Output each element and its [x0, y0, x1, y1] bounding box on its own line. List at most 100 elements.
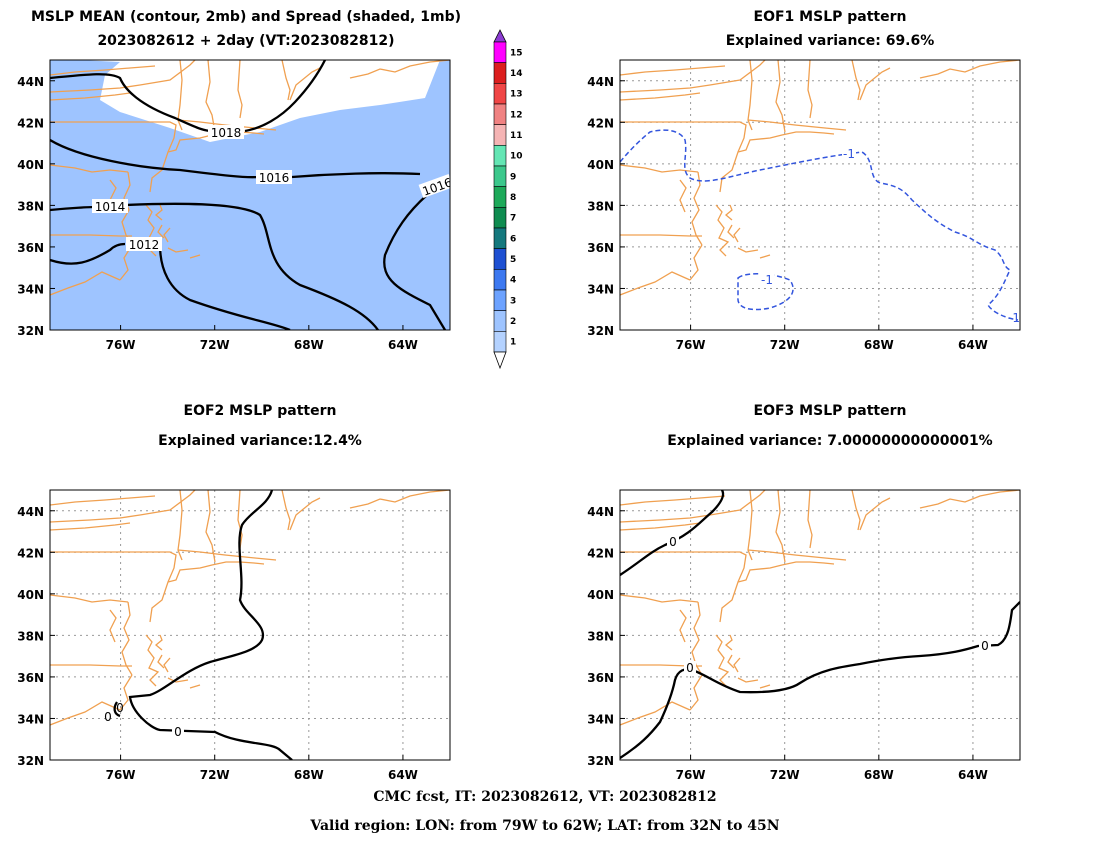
colorbar-label: 4 [510, 276, 516, 286]
panel4-subtitle: Explained variance: 7.00000000000001% [667, 433, 993, 449]
colorbar-swatch [493, 165, 507, 187]
lon-tick-label: 76W [676, 768, 706, 782]
lon-tick-label: 68W [864, 338, 894, 352]
contour-label: -1 [761, 273, 773, 287]
contour-label: -1 [1008, 311, 1020, 325]
lon-tick-label: 64W [388, 338, 418, 352]
colorbar-label: 5 [510, 255, 516, 265]
lon-tick-label: 64W [958, 338, 988, 352]
lat-tick-label: 42N [587, 546, 614, 560]
lat-tick-label: 44N [587, 75, 614, 89]
lat-tick-label: 44N [587, 505, 614, 519]
lon-tick-label: 68W [294, 768, 324, 782]
lat-tick-label: 32N [17, 754, 44, 768]
lon-tick-label: 76W [106, 338, 136, 352]
colorbar-swatch [493, 331, 507, 353]
contour-label: 0 [981, 639, 989, 653]
spread-shading [50, 60, 450, 330]
colorbar-label: 8 [510, 193, 516, 203]
colorbar-swatch [493, 62, 507, 84]
colorbar: 15 14 13 12 11 10 9 8 7 6 5 4 3 2 1 [493, 29, 523, 370]
eof3-contours [620, 490, 1020, 759]
lat-tick-label: 34N [587, 712, 614, 726]
lat-tick-label: 34N [587, 282, 614, 296]
lat-tick-label: 38N [17, 629, 44, 643]
colorbar-label: 12 [510, 110, 523, 120]
lon-tick-label: 68W [864, 768, 894, 782]
panel3-title: EOF2 MSLP pattern [183, 403, 337, 419]
lon-tick-label: 72W [200, 338, 230, 352]
panel3-subtitle: Explained variance:12.4% [158, 433, 362, 449]
colorbar-swatch [493, 83, 507, 105]
colorbar-swatch [493, 289, 507, 311]
colorbar-swatch [493, 145, 507, 167]
colorbar-label: 6 [510, 234, 516, 244]
panel2-map: -1 -1 -1 76W 72W 68W 64W 44N 42N 40N 38N 36N 34N… [587, 59, 1021, 352]
lat-tick-label: 34N [17, 282, 44, 296]
contour-label: -1 [843, 147, 855, 161]
lon-tick-label: 72W [770, 338, 800, 352]
colorbar-label: 15 [510, 48, 523, 58]
lon-tick-label: 64W [958, 768, 988, 782]
contour-label: 0 [104, 710, 112, 724]
panel1-subtitle: 2023082612 + 2day (VT:2023082812) [97, 33, 395, 49]
lat-tick-label: 34N [17, 712, 44, 726]
colorbar-label: 10 [510, 152, 523, 162]
lat-tick-label: 42N [587, 116, 614, 130]
contour-label: 1014 [95, 200, 126, 214]
lon-tick-label: 68W [294, 338, 324, 352]
contour-label: 0 [686, 661, 694, 675]
footer-line2: Valid region: LON: from 79W to 62W; LAT:… [310, 818, 780, 834]
contour-label: 1012 [129, 238, 160, 252]
lat-tick-label: 40N [587, 158, 614, 172]
panel2-title: EOF1 MSLP pattern [753, 9, 907, 25]
contour-label: 0 [669, 535, 677, 549]
lon-tick-label: 76W [106, 768, 136, 782]
colorbar-label: 9 [510, 172, 516, 182]
colorbar-swatch [493, 41, 507, 63]
panel1-map: 1018 1016 1014 1012 1016 76W 72W 68W 64W 44… [17, 59, 451, 352]
colorbar-swatch [493, 227, 507, 249]
contour-label: 0 [116, 701, 124, 715]
colorbar-label: 2 [510, 317, 516, 327]
lat-tick-label: 32N [587, 754, 614, 768]
lat-tick-label: 40N [587, 588, 614, 602]
lat-tick-label: 36N [587, 241, 614, 255]
lon-tick-label: 72W [770, 768, 800, 782]
colorbar-label: 11 [510, 131, 523, 141]
lat-tick-label: 44N [17, 75, 44, 89]
panel1-title: MSLP MEAN (contour, 2mb) and Spread (sha… [31, 9, 461, 25]
colorbar-swatch [493, 207, 507, 229]
colorbar-swatch [493, 124, 507, 146]
contour-labels: 0 0 0 [667, 535, 991, 675]
eof1-contours [620, 129, 1019, 321]
panel3-map: 0 0 0 76W 72W 68W 64W 44N 42N 40N 38N 36N 34N 32N [17, 489, 451, 782]
panel4-map: 0 0 0 76W 72W 68W 64W 44N 42N 40N 38N 36N 34N 32N [587, 489, 1021, 782]
lat-tick-label: 40N [17, 158, 44, 172]
colorbar-label: 7 [510, 214, 516, 224]
colorbar-label: 13 [510, 90, 523, 100]
contour-label: 0 [174, 725, 182, 739]
panel4-title: EOF3 MSLP pattern [753, 403, 907, 419]
lat-tick-label: 44N [17, 505, 44, 519]
lon-tick-label: 76W [676, 338, 706, 352]
contour-labels: 1018 1016 1014 1012 1016 [92, 125, 450, 252]
contour-label: 1016 [259, 171, 290, 185]
contour-labels: 0 0 0 [104, 701, 184, 739]
colorbar-swatch [493, 269, 507, 291]
colorbar-label: 3 [510, 296, 516, 306]
lat-tick-label: 38N [587, 629, 614, 643]
lat-tick-label: 36N [587, 671, 614, 685]
lat-tick-label: 38N [587, 199, 614, 213]
lat-tick-label: 40N [17, 588, 44, 602]
lat-tick-label: 32N [17, 324, 44, 338]
colorbar-swatch [493, 103, 507, 125]
contour-label: 1018 [211, 126, 242, 140]
colorbar-top-arrow [493, 29, 507, 43]
lat-tick-label: 32N [587, 324, 614, 338]
lon-tick-label: 72W [200, 768, 230, 782]
lat-tick-label: 42N [17, 116, 44, 130]
colorbar-bottom-arrow [493, 351, 507, 370]
colorbar-swatch [493, 186, 507, 208]
